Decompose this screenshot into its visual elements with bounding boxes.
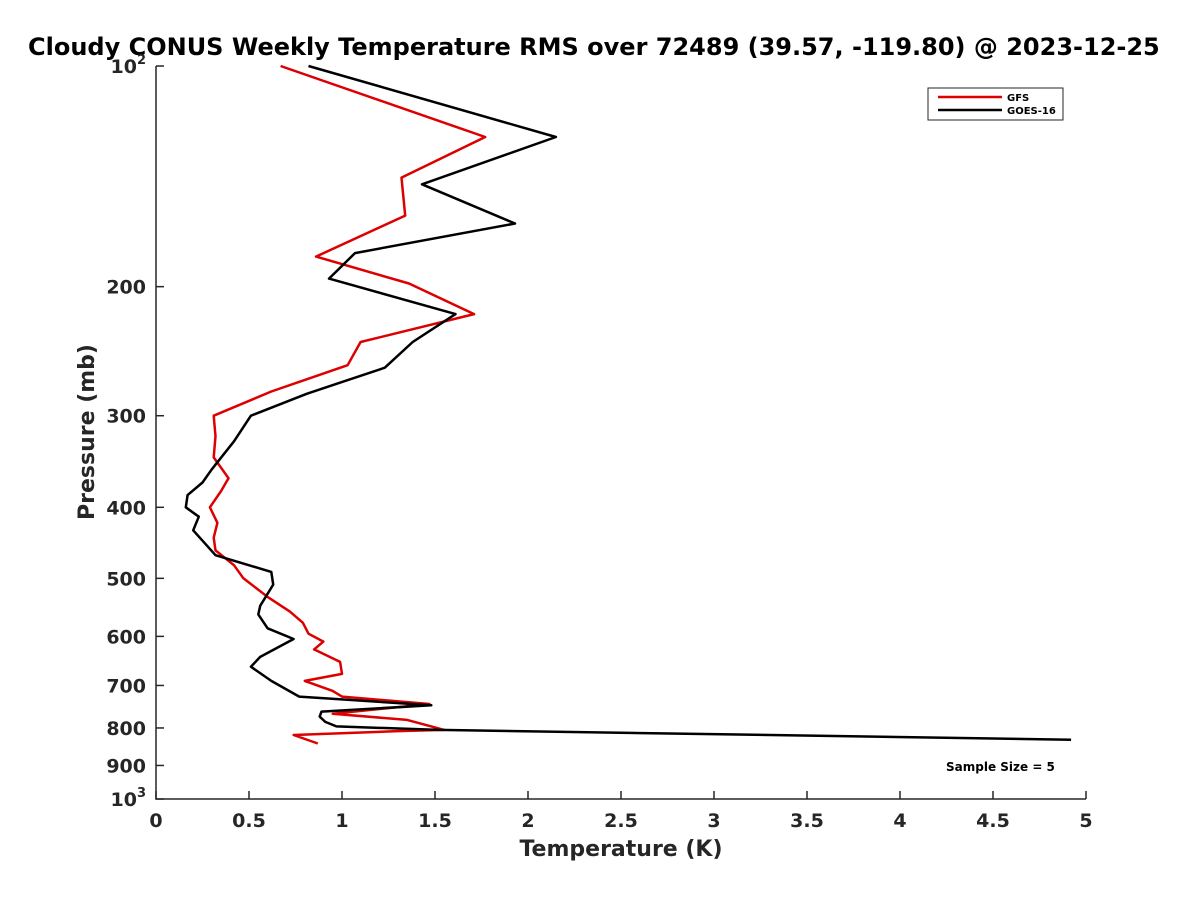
x-tick-label: 5 (1079, 810, 1092, 832)
y-tick-label: 300 (106, 406, 146, 428)
series-layer (184, 64, 1072, 745)
y-tick-label: 103 (111, 786, 147, 811)
x-axis-label: Temperature (K) (519, 837, 722, 862)
y-tick-label: 200 (106, 277, 146, 299)
x-tick-label: 4.5 (976, 810, 1010, 832)
x-tick-label: 2 (521, 810, 534, 832)
y-tick-base: 10 (111, 789, 137, 811)
x-tick-label: 3 (707, 810, 720, 832)
y-tick-label: 900 (106, 755, 146, 777)
x-tick-label: 0 (149, 810, 162, 832)
series-line-gfs (208, 64, 487, 745)
x-tick-label: 0.5 (232, 810, 266, 832)
y-tick-label: 700 (106, 675, 146, 697)
series-line-goes16 (184, 64, 1072, 741)
y-tick-base: 10 (111, 56, 137, 78)
x-tick-label: 1.5 (418, 810, 452, 832)
x-tick-label: 1 (335, 810, 348, 832)
sample-size-annotation: Sample Size = 5 (946, 760, 1055, 774)
y-axis-label: Pressure (mb) (75, 344, 100, 520)
legend-label-goes16: GOES-16 (1007, 106, 1056, 117)
x-tick-label: 4 (893, 810, 906, 832)
x-tick-label: 3.5 (790, 810, 824, 832)
y-tick-label: 600 (106, 626, 146, 648)
y-tick-label: 800 (106, 718, 146, 740)
y-tick-label: 102 (111, 53, 147, 78)
chart-title: Cloudy CONUS Weekly Temperature RMS over… (28, 33, 1160, 61)
legend-label-gfs: GFS (1007, 93, 1029, 104)
legend: GFS GOES-16 (927, 87, 1064, 121)
axes (155, 66, 1086, 800)
y-tick-label: 400 (106, 497, 146, 519)
x-axis-ticks: 0 0.5 1 1.5 2 2.5 3 3.5 4 4.5 5 (149, 791, 1093, 832)
y-tick-exponent: 2 (137, 53, 146, 68)
y-tick-exponent: 3 (137, 786, 146, 801)
plot-area: 0 0.5 1 1.5 2 2.5 3 3.5 4 4.5 5 102200300400500600… (106, 53, 1092, 832)
x-tick-label: 2.5 (604, 810, 638, 832)
legend-box (927, 87, 1064, 121)
y-tick-label: 500 (106, 568, 146, 590)
